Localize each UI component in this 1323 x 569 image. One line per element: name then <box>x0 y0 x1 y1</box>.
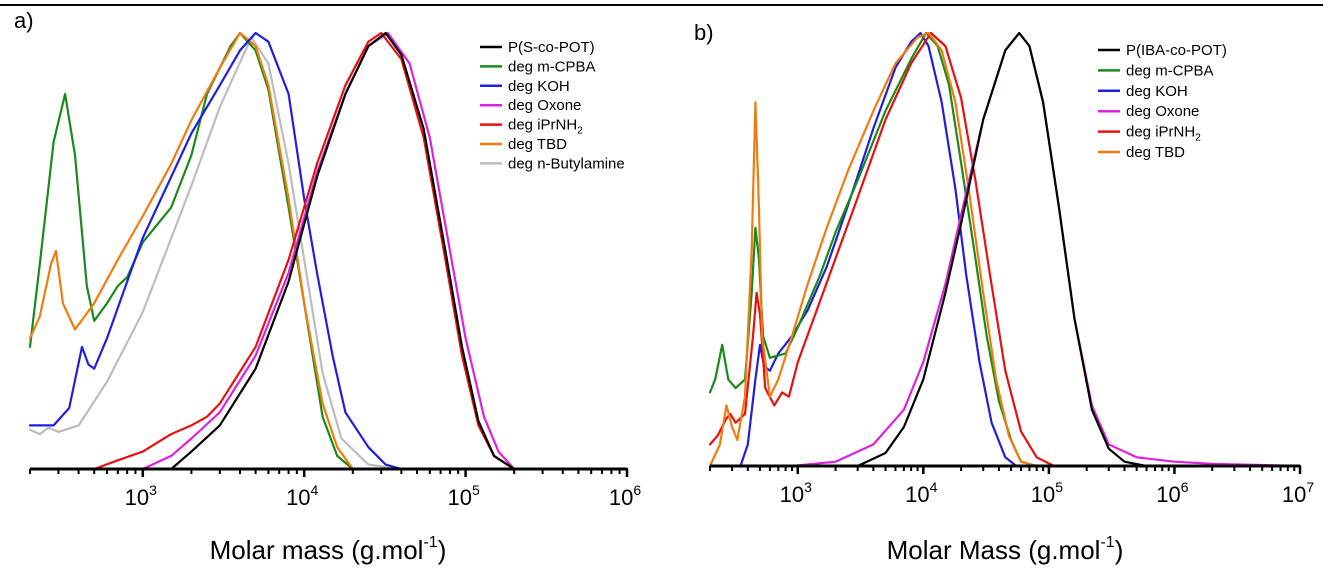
x-axis-title-paren-open: ( <box>1028 535 1037 565</box>
legend-label-name: deg KOH <box>1126 83 1188 100</box>
legend-label: deg iPrNH2 <box>508 117 583 137</box>
x-tick-label: 103 <box>125 482 157 510</box>
series-line-deg-koh <box>28 31 629 471</box>
series-line-deg-iprnh2 <box>708 31 1302 468</box>
x-axis-title-main: Molar mass <box>210 535 352 565</box>
series-line-deg-koh <box>739 31 1302 468</box>
legend-label: deg Oxone <box>1126 103 1199 120</box>
x-tick-label-exponent: 6 <box>1181 479 1189 495</box>
series-line-p-iba-co-pot- <box>856 31 1302 468</box>
x-axis-title: Molar Mass (g.mol-1) <box>887 534 1124 565</box>
series-line-deg-oxone <box>790 31 1302 468</box>
x-axis-title-unit: g.mol <box>1037 535 1101 565</box>
legend-label: deg m-CPBA <box>508 58 596 75</box>
legend-label: P(IBA-co-POT) <box>1126 42 1227 59</box>
x-tick-label: 103 <box>780 479 812 507</box>
x-axis-title-main: Molar Mass <box>887 535 1029 565</box>
legend-label-name: deg iPrNH <box>1126 124 1195 141</box>
legend-label: deg KOH <box>1126 83 1188 100</box>
series-line-p-s-co-pot- <box>170 31 629 471</box>
legend-label-subscript: 2 <box>577 126 583 137</box>
x-tick-label-base: 10 <box>609 485 633 510</box>
series-line-deg-iprnh2 <box>93 31 629 471</box>
x-tick-label: 106 <box>1156 479 1188 507</box>
x-axis-title-superscript: -1 <box>1100 534 1114 551</box>
legend-label-name: deg iPrNH <box>508 117 577 134</box>
x-tick-label-exponent: 3 <box>804 479 812 495</box>
panel-label: a) <box>14 8 34 33</box>
legend-label-name: deg m-CPBA <box>1126 62 1214 79</box>
x-tick-label-base: 10 <box>905 482 929 507</box>
legend-label: deg KOH <box>508 78 570 95</box>
legend-label-name: deg Oxone <box>1126 103 1199 120</box>
x-tick-label-exponent: 4 <box>311 482 319 498</box>
x-axis-title-paren-close: ) <box>438 535 447 565</box>
legend-label: P(S-co-POT) <box>508 39 595 56</box>
x-tick-label-exponent: 5 <box>1055 479 1063 495</box>
series-line-deg-tbd <box>708 31 1302 468</box>
x-tick-label-base: 10 <box>286 485 310 510</box>
legend-label-subscript: 2 <box>1195 133 1201 144</box>
x-tick-label: 104 <box>286 482 318 510</box>
x-axis-title-superscript: -1 <box>423 534 437 551</box>
legend-label-name: deg TBD <box>1126 144 1185 161</box>
x-tick-label: 105 <box>1031 479 1063 507</box>
x-tick-label-exponent: 4 <box>930 479 938 495</box>
legend-label-name: deg n-Butylamine <box>508 155 625 172</box>
x-tick-label-base: 10 <box>1282 482 1306 507</box>
x-tick-label: 105 <box>447 482 479 510</box>
legend: P(IBA-co-POT) deg m-CPBA deg KOH deg Oxone d… <box>1098 42 1227 161</box>
legend-label: deg n-Butylamine <box>508 155 625 172</box>
legend-label-name: P(S-co-POT) <box>508 39 595 56</box>
x-tick-label: 106 <box>609 482 641 510</box>
x-tick-label-base: 10 <box>125 485 149 510</box>
legend-label-name: deg m-CPBA <box>508 58 596 75</box>
x-tick-label-base: 10 <box>1156 482 1180 507</box>
x-tick-label-exponent: 5 <box>472 482 480 498</box>
x-tick-label-base: 10 <box>780 482 804 507</box>
legend: P(S-co-POT) deg m-CPBA deg KOH deg Oxone deg… <box>480 39 625 172</box>
series-line-deg-n-butylamine <box>28 36 629 471</box>
legend-label: deg TBD <box>508 136 567 153</box>
x-axis-title-unit: g.mol <box>360 535 424 565</box>
panel-label: b) <box>694 20 714 45</box>
legend-label: deg Oxone <box>508 97 581 114</box>
x-axis-title-paren-open: ( <box>351 535 360 565</box>
legend-label-name: deg Oxone <box>508 97 581 114</box>
x-tick-label-exponent: 7 <box>1306 479 1314 495</box>
legend-label: deg m-CPBA <box>1126 62 1214 79</box>
legend-label-name: P(IBA-co-POT) <box>1126 42 1227 59</box>
x-axis-title-paren-close: ) <box>1115 535 1124 565</box>
x-tick-label-exponent: 3 <box>149 482 157 498</box>
series-line-deg-tbd <box>28 31 629 471</box>
legend-label-name: deg TBD <box>508 136 567 153</box>
x-axis-title: Molar mass (g.mol-1) <box>210 534 447 565</box>
x-tick-label: 104 <box>905 479 937 507</box>
legend-label: deg TBD <box>1126 144 1185 161</box>
legend-label-name: deg KOH <box>508 78 570 95</box>
x-tick-label-base: 10 <box>447 485 471 510</box>
x-tick-label-base: 10 <box>1031 482 1055 507</box>
series-line-deg-m-cpba <box>708 31 1302 468</box>
x-tick-label: 107 <box>1282 479 1314 507</box>
x-tick-label-exponent: 6 <box>633 482 641 498</box>
legend-label: deg iPrNH2 <box>1126 124 1201 144</box>
